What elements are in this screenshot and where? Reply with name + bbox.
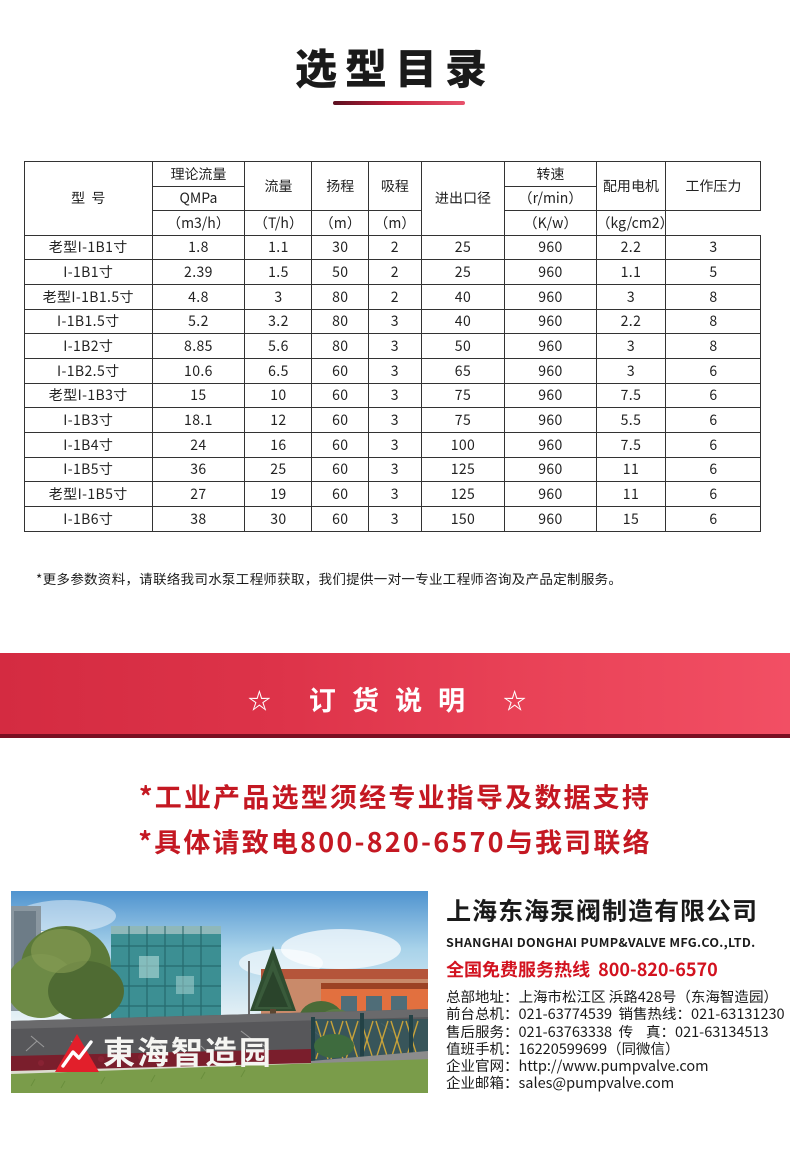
svg-text:東海智造园: 東海智造园 <box>103 1028 273 1074</box>
